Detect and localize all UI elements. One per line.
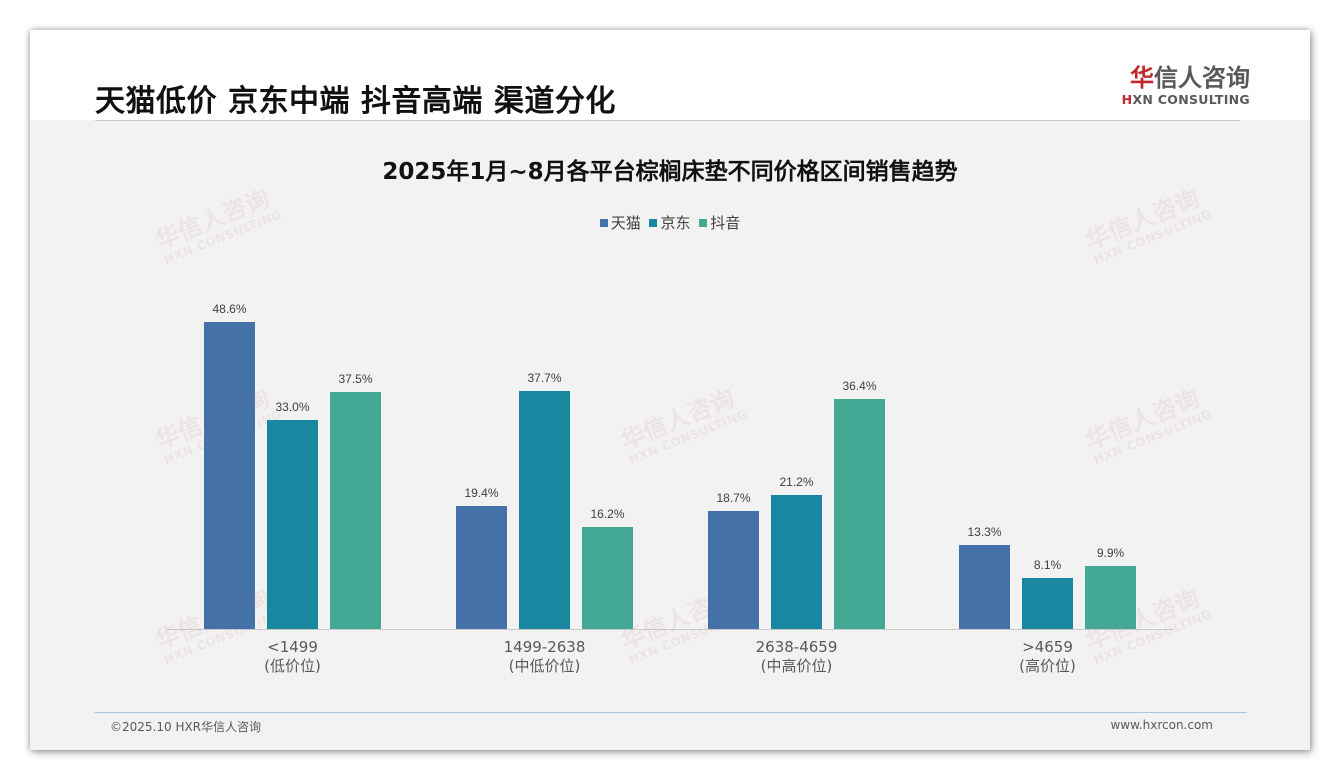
category-range: >4659 [1022, 638, 1073, 656]
logo-cn-accent: 华 [1130, 64, 1154, 92]
legend-swatch-icon [699, 219, 708, 227]
bar [582, 527, 633, 629]
category-tier: (高价位) [1019, 657, 1076, 675]
footer-website: www.hxrcon.com [1110, 718, 1213, 732]
x-axis-category-label: <1499 (低价位) [193, 638, 393, 676]
logo-en-rest: XN CONSULTING [1132, 92, 1250, 107]
bar-value-label: 18.7% [716, 491, 751, 505]
category-range: <1499 [267, 638, 318, 656]
bar [204, 322, 255, 629]
bar-value-label: 37.7% [527, 371, 562, 385]
bar-value-label: 13.3% [967, 525, 1002, 539]
brand-logo: 华信人咨询 HXN CONSULTING [1110, 64, 1250, 108]
bar [1085, 566, 1136, 629]
x-axis-category-label: 1499-2638 (中低价位) [445, 638, 645, 676]
legend-label: 抖音 [710, 214, 741, 232]
legend-item-tmall: 天猫 [599, 212, 641, 233]
header-band [30, 30, 1310, 120]
bar [1022, 578, 1073, 629]
category-range: 2638-4659 [755, 638, 838, 656]
bar-value-label: 33.0% [275, 400, 310, 414]
bar-value-label: 16.2% [590, 507, 625, 521]
x-axis-line [166, 629, 1174, 630]
bar-value-label: 21.2% [779, 475, 814, 489]
category-tier: (中低价位) [508, 657, 581, 675]
legend-label: 京东 [660, 214, 691, 232]
footer-copyright: ©2025.10 HXR华信人咨询 [110, 720, 262, 734]
bar [959, 545, 1010, 629]
bar-value-label: 8.1% [1033, 558, 1062, 572]
bar [519, 391, 570, 629]
legend-swatch-icon [599, 219, 608, 227]
logo-en-accent: H [1121, 92, 1133, 107]
category-range: 1499-2638 [503, 638, 586, 656]
bar-value-label: 19.4% [464, 486, 499, 500]
category-tier: (低价位) [264, 657, 321, 675]
footer-divider [95, 712, 1247, 713]
legend-item-douyin: 抖音 [699, 212, 740, 233]
bar [267, 420, 318, 629]
x-axis-category-label: 2638-4659 (中高价位) [697, 638, 897, 676]
chart-legend: 天猫 京东 抖音 [30, 212, 1310, 233]
logo-cn-rest: 信人咨询 [1154, 64, 1250, 92]
legend-item-jd: 京东 [649, 212, 691, 233]
logo-en: HXN CONSULTING [1110, 92, 1250, 108]
legend-swatch-icon [649, 219, 658, 227]
header-divider [95, 120, 1240, 121]
chart-title: 2025年1月~8月各平台棕榈床垫不同价格区间销售趋势 [382, 159, 958, 185]
logo-cn: 华信人咨询 [1110, 64, 1250, 92]
bar-value-label: 48.6% [212, 302, 247, 316]
bar-value-label: 9.9% [1096, 546, 1125, 560]
bar [456, 506, 507, 629]
legend-label: 天猫 [610, 214, 641, 232]
category-tier: (中高价位) [760, 657, 833, 675]
bar-value-label: 37.5% [338, 372, 373, 386]
x-axis-category-label: >4659 (高价位) [948, 638, 1148, 676]
bar [771, 495, 822, 629]
bar-chart-plot-area: 48.6% 33.0% 37.5% <1499 (低价位) 19.4% 37.7% 16.2%… [166, 210, 1174, 675]
bar [708, 511, 759, 629]
bar-value-label: 36.4% [842, 379, 877, 393]
page-title: 天猫低价 京东中端 抖音高端 渠道分化 [95, 84, 616, 119]
bar [834, 399, 885, 629]
bar [330, 392, 381, 629]
